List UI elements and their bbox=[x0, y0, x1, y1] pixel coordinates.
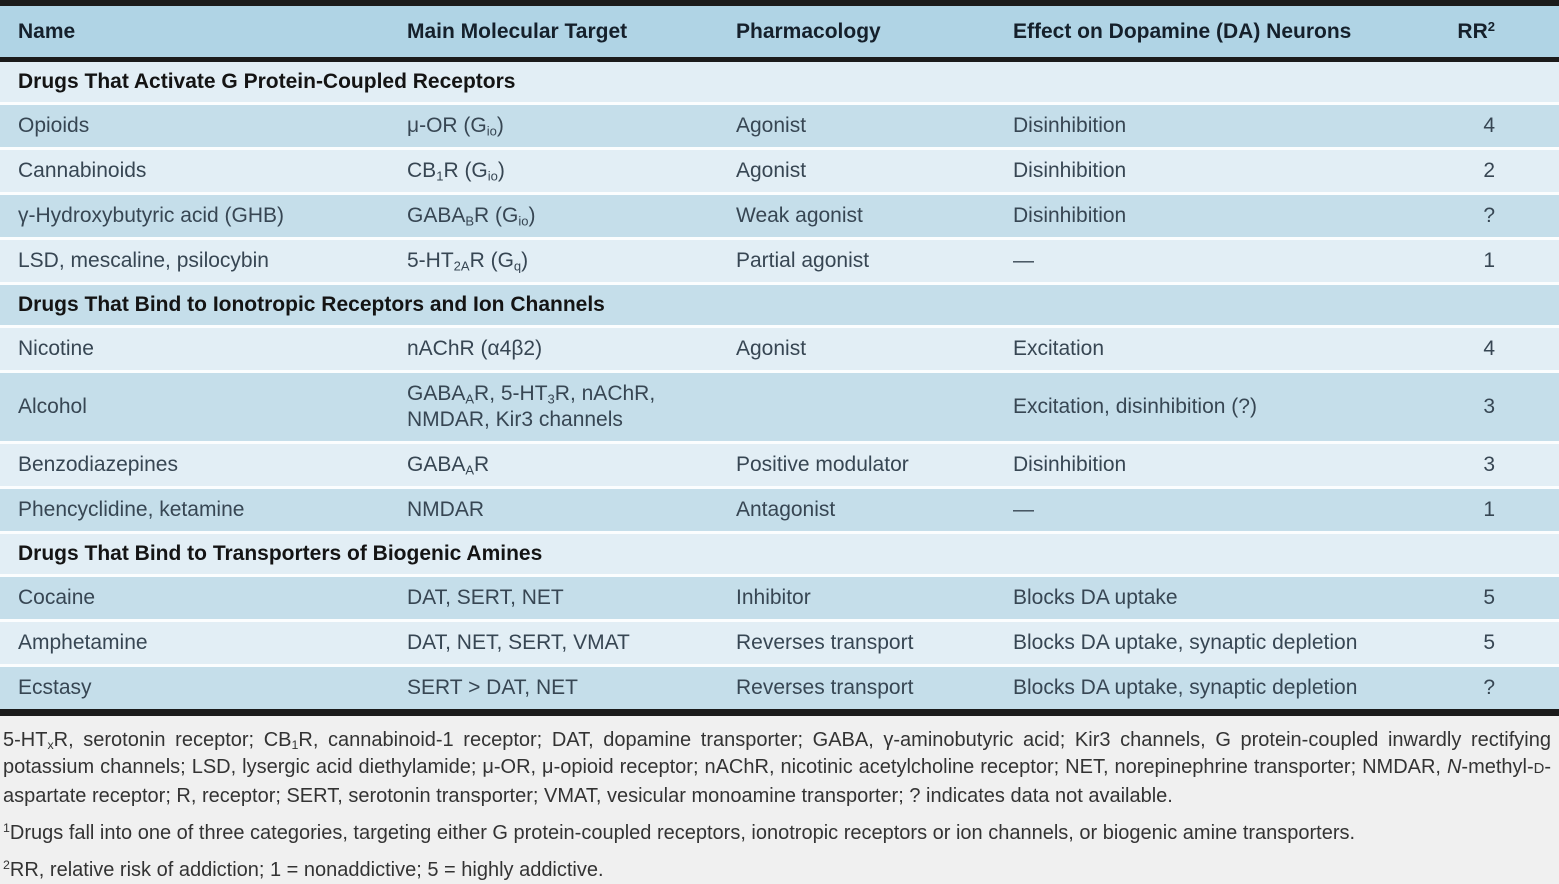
table-header-row: Name Main Molecular Target Pharmacology … bbox=[0, 6, 1559, 57]
column-header-pharmacology: Pharmacology bbox=[736, 19, 881, 43]
cell-pharmacology: Inhibitor bbox=[736, 586, 811, 609]
cell-rr: ? bbox=[1483, 204, 1495, 227]
cell-rr: 1 bbox=[1483, 249, 1495, 272]
column-header-effect: Effect on Dopamine (DA) Neurons bbox=[1013, 19, 1352, 43]
cell-name: Cocaine bbox=[18, 586, 96, 609]
cell-target: CB1R (Gio) bbox=[407, 159, 505, 184]
cell-effect: Disinhibition bbox=[1013, 159, 1127, 182]
section-title: Drugs That Activate G Protein-Coupled Re… bbox=[18, 70, 516, 93]
section-title: Drugs That Bind to Ionotropic Receptors … bbox=[18, 293, 605, 316]
cell-effect: Disinhibition bbox=[1013, 453, 1127, 476]
cell-name: Opioids bbox=[18, 114, 90, 137]
table-top-border bbox=[0, 0, 1559, 6]
table-body: Drugs That Activate G Protein-Coupled Re… bbox=[0, 62, 1559, 709]
cell-effect: — bbox=[1013, 498, 1034, 521]
cell-pharmacology: Reverses transport bbox=[736, 676, 914, 699]
cell-effect: Excitation, disinhibition (?) bbox=[1013, 395, 1257, 418]
cell-target: GABAAR, 5-HT3R, nAChR, NMDAR, Kir3 channe… bbox=[407, 382, 656, 431]
drug-addiction-table: Name Main Molecular Target Pharmacology … bbox=[0, 0, 1559, 716]
cell-name: Cannabinoids bbox=[18, 159, 147, 182]
cell-rr: 3 bbox=[1483, 395, 1495, 418]
table-row: LSD, mescaline, psilocybin 5-HT2AR (Gq) … bbox=[0, 240, 1559, 285]
table-bottom-border bbox=[0, 709, 1559, 716]
cell-target: 5-HT2AR (Gq) bbox=[407, 249, 529, 274]
footnote-2: 2RR, relative risk of addiction; 1 = non… bbox=[3, 858, 604, 881]
header-divider bbox=[0, 57, 1559, 62]
cell-pharmacology bbox=[736, 399, 1013, 415]
table-row: Nicotine nAChR (α4β2) Agonist Excitation… bbox=[0, 328, 1559, 373]
cell-rr: 3 bbox=[1483, 453, 1495, 476]
table-section-header-row: Drugs That Bind to Transporters of Bioge… bbox=[0, 534, 1559, 577]
cell-effect: Disinhibition bbox=[1013, 114, 1127, 137]
table-row: γ-Hydroxybutyric acid (GHB) GABABR (Gio)… bbox=[0, 195, 1559, 240]
cell-effect: Blocks DA uptake, synaptic depletion bbox=[1013, 631, 1358, 654]
cell-rr: 4 bbox=[1483, 337, 1495, 360]
cell-effect: — bbox=[1013, 249, 1034, 272]
cell-name: LSD, mescaline, psilocybin bbox=[18, 249, 269, 272]
cell-rr: 2 bbox=[1483, 159, 1495, 182]
table-row: Cannabinoids CB1R (Gio) Agonist Disinhib… bbox=[0, 150, 1559, 195]
cell-name: Benzodiazepines bbox=[18, 453, 178, 476]
footnote-1: 1Drugs fall into one of three categories… bbox=[3, 821, 1356, 844]
cell-name: Alcohol bbox=[18, 395, 87, 418]
cell-target: SERT > DAT, NET bbox=[407, 676, 578, 699]
cell-target: GABAAR bbox=[407, 453, 490, 478]
cell-rr: 4 bbox=[1483, 114, 1495, 137]
cell-target: NMDAR bbox=[407, 498, 484, 521]
table-row: Alcohol GABAAR, 5-HT3R, nAChR, NMDAR, Kir… bbox=[0, 373, 1559, 444]
cell-rr: 5 bbox=[1483, 586, 1495, 609]
cell-effect: Disinhibition bbox=[1013, 204, 1127, 227]
cell-pharmacology: Agonist bbox=[736, 159, 807, 182]
cell-target: GABABR (Gio) bbox=[407, 204, 536, 229]
cell-pharmacology: Positive modulator bbox=[736, 453, 909, 476]
table-row: Cocaine DAT, SERT, NET Inhibitor Blocks … bbox=[0, 577, 1559, 622]
table-row: Phencyclidine, ketamine NMDAR Antagonist… bbox=[0, 489, 1559, 534]
cell-target: DAT, SERT, NET bbox=[407, 586, 564, 609]
footnotes: 5-HTxR, serotonin receptor; CB1R, cannab… bbox=[0, 716, 1559, 884]
footnote-abbreviations: 5-HTxR, serotonin receptor; CB1R, cannab… bbox=[3, 729, 1551, 807]
cell-pharmacology: Agonist bbox=[736, 337, 807, 360]
cell-pharmacology: Partial agonist bbox=[736, 249, 870, 272]
column-header-target: Main Molecular Target bbox=[407, 19, 628, 43]
cell-effect: Blocks DA uptake, synaptic depletion bbox=[1013, 676, 1358, 699]
cell-effect: Excitation bbox=[1013, 337, 1105, 360]
cell-effect: Blocks DA uptake bbox=[1013, 586, 1178, 609]
cell-rr: 1 bbox=[1483, 498, 1495, 521]
cell-pharmacology: Agonist bbox=[736, 114, 807, 137]
table-section-header-row: Drugs That Activate G Protein-Coupled Re… bbox=[0, 62, 1559, 105]
cell-pharmacology: Reverses transport bbox=[736, 631, 914, 654]
table-section-header-row: Drugs That Bind to Ionotropic Receptors … bbox=[0, 285, 1559, 328]
cell-target: μ-OR (Gio) bbox=[407, 114, 504, 139]
cell-name: Phencyclidine, ketamine bbox=[18, 498, 245, 521]
table-row: Opioids μ-OR (Gio) Agonist Disinhibition… bbox=[0, 105, 1559, 150]
cell-name: γ-Hydroxybutyric acid (GHB) bbox=[18, 204, 285, 227]
cell-name: Amphetamine bbox=[18, 631, 148, 654]
cell-pharmacology: Antagonist bbox=[736, 498, 836, 521]
column-header-name: Name bbox=[18, 19, 76, 43]
cell-target: nAChR (α4β2) bbox=[407, 337, 543, 360]
cell-name: Nicotine bbox=[18, 337, 94, 360]
section-title: Drugs That Bind to Transporters of Bioge… bbox=[18, 542, 543, 565]
table-row: Benzodiazepines GABAAR Positive modulato… bbox=[0, 444, 1559, 489]
column-header-rr: RR2 bbox=[1457, 18, 1495, 43]
cell-pharmacology: Weak agonist bbox=[736, 204, 863, 227]
cell-name: Ecstasy bbox=[18, 676, 92, 699]
cell-rr: ? bbox=[1483, 676, 1495, 699]
table-row: Ecstasy SERT > DAT, NET Reverses transpo… bbox=[0, 667, 1559, 709]
table-row: Amphetamine DAT, NET, SERT, VMAT Reverse… bbox=[0, 622, 1559, 667]
cell-rr: 5 bbox=[1483, 631, 1495, 654]
cell-target: DAT, NET, SERT, VMAT bbox=[407, 631, 630, 654]
